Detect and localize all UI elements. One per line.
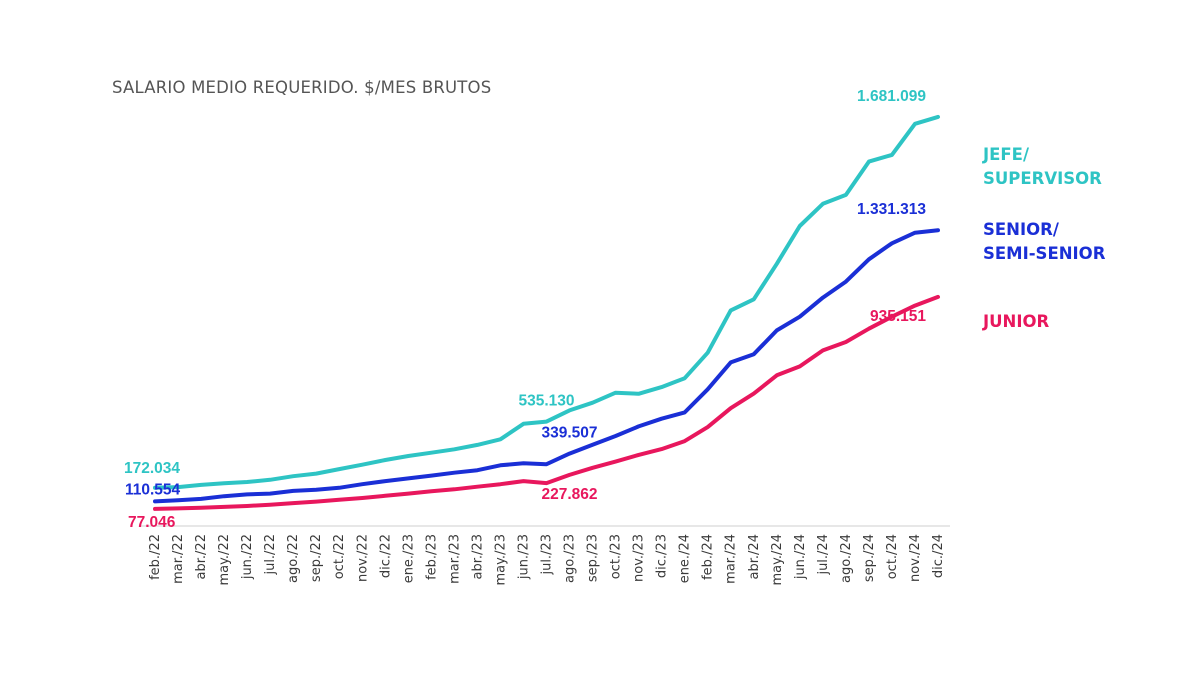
x-tick-label: ene./23 bbox=[401, 534, 416, 583]
data-label: 1.331.313 bbox=[857, 201, 926, 218]
data-label: 77.046 bbox=[128, 514, 176, 531]
x-tick-label: jul./23 bbox=[540, 534, 555, 576]
data-label: 172.034 bbox=[124, 460, 180, 477]
x-tick-label: ago./23 bbox=[563, 534, 578, 583]
data-labels: 172.034 535.130 1.681.099 110.554 339.507 1.3… bbox=[124, 88, 926, 531]
chart-legend: JEFE/SUPERVISOR SENIOR/SEMI-SENIOR JUNIOR bbox=[982, 145, 1106, 331]
x-tick-label: ago./22 bbox=[286, 534, 301, 583]
x-tick-label: sep./23 bbox=[586, 534, 601, 582]
x-tick-label: may./22 bbox=[217, 534, 232, 586]
legend-entry: SENIOR/ bbox=[983, 220, 1060, 239]
chart-title: SALARIO MEDIO REQUERIDO. $/MES BRUTOS bbox=[112, 78, 491, 97]
data-label: 110.554 bbox=[125, 481, 181, 498]
x-tick-label: mar./24 bbox=[724, 534, 739, 584]
x-tick-label: sep./22 bbox=[309, 534, 324, 582]
series-line-senior-semi-senior bbox=[153, 228, 940, 504]
data-label: 227.862 bbox=[542, 486, 598, 503]
x-tick-label: jun./24 bbox=[793, 534, 808, 580]
x-tick-label: abr./23 bbox=[470, 534, 485, 579]
x-tick-label: may./24 bbox=[770, 534, 785, 586]
legend-entry: JEFE/ bbox=[982, 145, 1030, 164]
x-tick-label: dic./23 bbox=[655, 534, 670, 578]
data-label: 535.130 bbox=[518, 393, 574, 410]
legend-entry: JUNIOR bbox=[982, 312, 1050, 331]
x-axis-tick-labels: feb./22 mar./22 abr./22 may./22 jun./22 jul./… bbox=[148, 534, 946, 586]
x-tick-label: nov./23 bbox=[632, 534, 647, 582]
x-tick-label: abr./22 bbox=[194, 534, 209, 579]
x-tick-label: feb./23 bbox=[424, 534, 439, 580]
series-line-junior bbox=[153, 294, 940, 511]
x-tick-label: jul./24 bbox=[816, 534, 831, 576]
legend-entry: SUPERVISOR bbox=[983, 169, 1102, 188]
x-tick-label: jun./22 bbox=[240, 534, 255, 580]
x-tick-label: dic./22 bbox=[378, 534, 393, 578]
x-tick-label: oct./22 bbox=[332, 534, 347, 579]
x-tick-label: abr./24 bbox=[747, 534, 762, 579]
data-label: 1.681.099 bbox=[857, 88, 926, 105]
x-tick-label: oct./23 bbox=[609, 534, 624, 579]
x-tick-label: sep./24 bbox=[862, 534, 877, 582]
x-tick-label: mar./22 bbox=[171, 534, 186, 584]
x-tick-label: jun./23 bbox=[516, 534, 531, 580]
x-tick-label: feb./22 bbox=[148, 534, 163, 580]
series-lines bbox=[153, 114, 940, 511]
x-tick-label: dic./24 bbox=[931, 534, 946, 578]
x-tick-label: feb./24 bbox=[701, 534, 716, 580]
data-label: 935.151 bbox=[870, 308, 926, 325]
x-tick-label: mar./23 bbox=[447, 534, 462, 584]
data-label: 339.507 bbox=[542, 425, 598, 442]
x-tick-label: nov./24 bbox=[908, 534, 923, 582]
legend-entry: SEMI-SENIOR bbox=[983, 244, 1106, 263]
x-tick-label: ago./24 bbox=[839, 534, 854, 583]
x-tick-label: jul./22 bbox=[263, 534, 278, 576]
series-line-jefe-supervisor bbox=[153, 114, 940, 490]
x-tick-label: ene./24 bbox=[678, 534, 693, 583]
x-tick-label: nov./22 bbox=[355, 534, 370, 582]
x-tick-label: oct./24 bbox=[885, 534, 900, 579]
x-tick-label: may./23 bbox=[493, 534, 508, 586]
